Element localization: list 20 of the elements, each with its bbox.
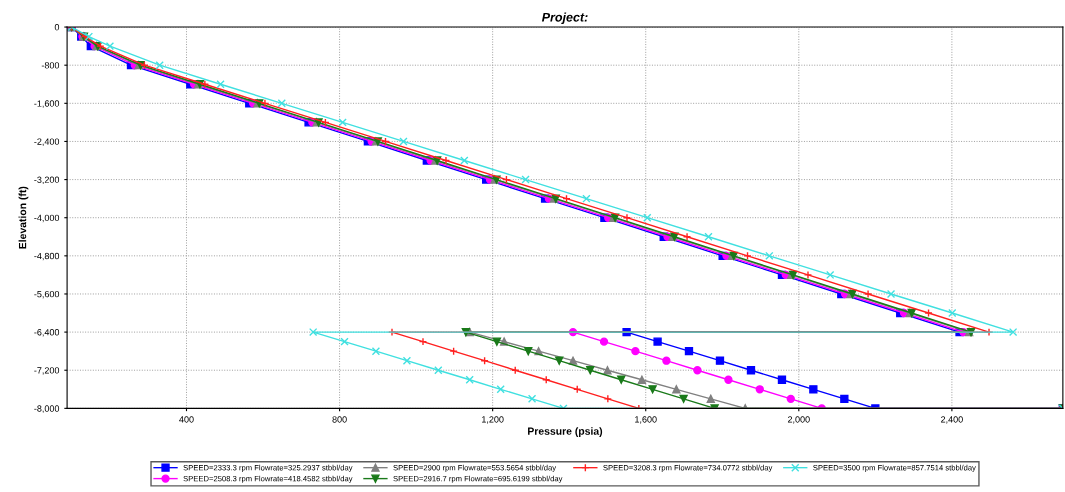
x-tick-label: 400 <box>179 416 194 423</box>
y-tick-label: -8,000 <box>34 405 60 413</box>
y-tick-label: -4,800 <box>34 252 60 261</box>
x-tick-label: 2,000 <box>787 416 810 424</box>
chart-title: Project: <box>541 12 588 25</box>
y-tick-label: -3,200 <box>34 176 60 185</box>
y-tick-label: -4,000 <box>34 214 60 223</box>
x-tick-label: 1,200 <box>482 416 504 424</box>
y-axis-title: Elevation (ft) <box>18 186 29 249</box>
y-tick-label: 0 <box>54 24 60 31</box>
y-tick-label: -6,400 <box>34 329 60 337</box>
x-axis-title: Pressure (psia) <box>528 427 603 437</box>
x-tick-label: 800 <box>332 416 347 423</box>
y-tick-label: -7,200 <box>34 367 60 375</box>
y-tick-label: -2,400 <box>34 138 60 146</box>
x-tick-label: 1,600 <box>635 416 657 424</box>
x-tick-label: 2,400 <box>941 416 963 424</box>
y-tick-label: -800 <box>41 62 60 69</box>
y-tick-label: -5,600 <box>34 290 60 299</box>
y-tick-label: -1,600 <box>34 100 60 108</box>
